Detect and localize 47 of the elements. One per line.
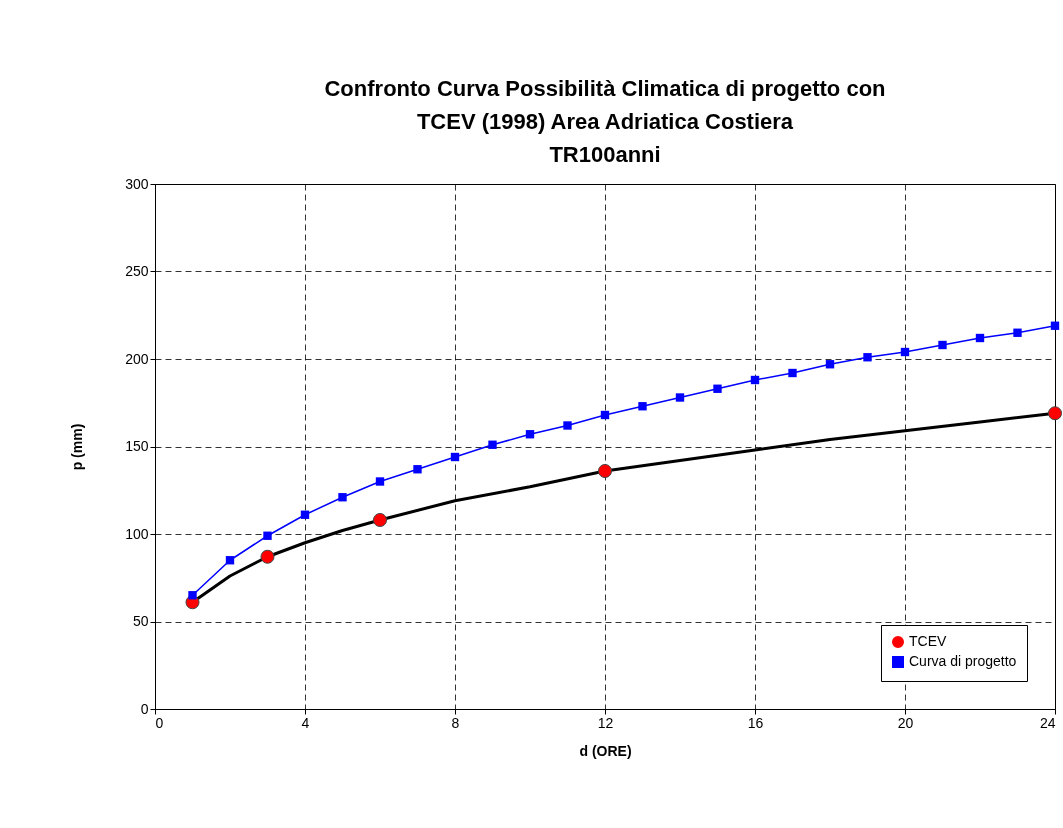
point <box>372 512 388 528</box>
legend-label: Curva di progetto <box>909 653 1017 669</box>
y-tick-label: 50 <box>132 613 149 629</box>
point <box>263 531 272 540</box>
y-tick-label: 0 <box>140 700 149 717</box>
x-tick-label: 12 <box>597 714 614 731</box>
chart-title: Confronto Curva Possibilità Climatica di progetto con TCEV (1998) Area Adriatica Costiera TR100anni <box>324 76 886 167</box>
y-tick-label: 100 <box>125 525 149 542</box>
y-tick-label: 300 <box>125 175 149 192</box>
x-tick-label: 24 <box>1039 714 1056 731</box>
point <box>675 393 685 402</box>
x-tick-label: 8 <box>451 714 460 731</box>
point <box>188 591 197 600</box>
point <box>1047 406 1063 421</box>
point <box>788 368 797 378</box>
x-tick-label: 16 <box>747 714 764 731</box>
y-tick-label: 150 <box>125 438 149 454</box>
point <box>525 430 535 439</box>
point <box>1050 321 1060 330</box>
point <box>563 421 572 430</box>
y-tick-label: 200 <box>125 350 149 367</box>
point <box>375 477 385 486</box>
y-tick-label: 250 <box>125 263 149 279</box>
point <box>938 340 947 350</box>
point <box>597 463 613 479</box>
point <box>1013 328 1022 337</box>
point <box>225 556 235 565</box>
y-axis-title: p (mm) <box>69 423 86 471</box>
point <box>638 402 647 411</box>
point <box>300 510 310 519</box>
legend-label: TCEV <box>909 633 947 649</box>
point <box>600 410 610 420</box>
point <box>450 452 460 462</box>
x-tick-label: 4 <box>301 714 310 731</box>
point <box>488 440 497 449</box>
point <box>975 333 985 343</box>
x-axis-title: d (ORE) <box>579 742 632 759</box>
point <box>713 384 722 393</box>
x-tick-label: 0 <box>155 714 164 731</box>
point <box>863 353 872 362</box>
point <box>338 493 347 502</box>
point <box>413 465 422 474</box>
point <box>260 549 275 564</box>
point <box>900 347 910 357</box>
x-tick-label: 20 <box>897 714 914 731</box>
point <box>825 360 835 369</box>
point <box>750 375 760 385</box>
